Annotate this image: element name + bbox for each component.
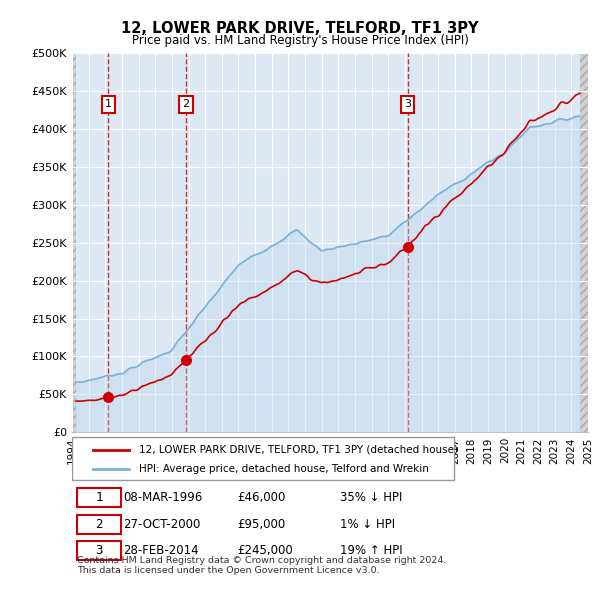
Text: 1: 1 xyxy=(105,99,112,109)
Text: 3: 3 xyxy=(404,99,411,109)
Bar xyxy=(72,53,76,432)
Text: 19% ↑ HPI: 19% ↑ HPI xyxy=(340,544,403,557)
Text: HPI: Average price, detached house, Telford and Wrekin: HPI: Average price, detached house, Telf… xyxy=(139,464,429,474)
Text: 12, LOWER PARK DRIVE, TELFORD, TF1 3PY (detached house): 12, LOWER PARK DRIVE, TELFORD, TF1 3PY (… xyxy=(139,445,458,455)
Text: 2: 2 xyxy=(182,99,189,109)
Text: 2: 2 xyxy=(95,518,103,531)
Text: 3: 3 xyxy=(95,544,103,557)
Text: £46,000: £46,000 xyxy=(237,491,286,504)
FancyBboxPatch shape xyxy=(77,541,121,560)
Text: Contains HM Land Registry data © Crown copyright and database right 2024.
This d: Contains HM Land Registry data © Crown c… xyxy=(77,556,446,575)
FancyBboxPatch shape xyxy=(72,437,454,480)
Text: £95,000: £95,000 xyxy=(237,518,286,531)
Text: 28-FEB-2014: 28-FEB-2014 xyxy=(124,544,199,557)
Text: 12, LOWER PARK DRIVE, TELFORD, TF1 3PY: 12, LOWER PARK DRIVE, TELFORD, TF1 3PY xyxy=(121,21,479,35)
Bar xyxy=(580,53,588,432)
FancyBboxPatch shape xyxy=(77,514,121,534)
Text: 1% ↓ HPI: 1% ↓ HPI xyxy=(340,518,395,531)
FancyBboxPatch shape xyxy=(77,489,121,507)
Text: £245,000: £245,000 xyxy=(237,544,293,557)
Text: Price paid vs. HM Land Registry's House Price Index (HPI): Price paid vs. HM Land Registry's House … xyxy=(131,34,469,47)
Text: 08-MAR-1996: 08-MAR-1996 xyxy=(124,491,203,504)
Text: 1: 1 xyxy=(95,491,103,504)
Text: 27-OCT-2000: 27-OCT-2000 xyxy=(124,518,201,531)
Text: 35% ↓ HPI: 35% ↓ HPI xyxy=(340,491,403,504)
